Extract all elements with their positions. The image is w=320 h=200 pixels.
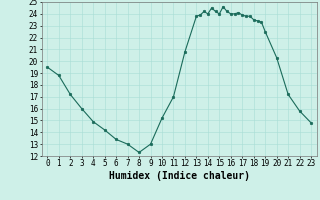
X-axis label: Humidex (Indice chaleur): Humidex (Indice chaleur) [109,171,250,181]
